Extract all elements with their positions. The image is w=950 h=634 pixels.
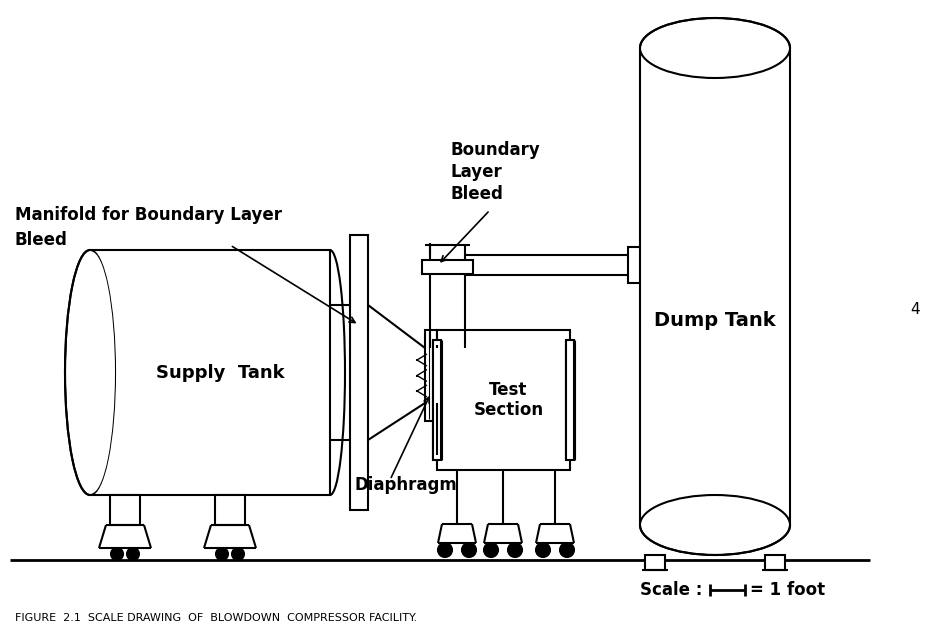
Text: Bleed: Bleed: [15, 231, 67, 249]
Ellipse shape: [640, 18, 790, 78]
Ellipse shape: [641, 20, 788, 75]
Bar: [215, 495, 245, 525]
Text: Scale :: Scale :: [640, 581, 702, 599]
Bar: [645, 555, 665, 570]
Text: Test
Section: Test Section: [473, 380, 543, 420]
Circle shape: [111, 548, 123, 560]
Bar: [425, 330, 437, 421]
Circle shape: [438, 543, 452, 557]
Bar: [765, 555, 785, 570]
Text: Manifold for Boundary Layer: Manifold for Boundary Layer: [15, 206, 282, 224]
Ellipse shape: [641, 498, 788, 552]
Ellipse shape: [640, 495, 790, 555]
Text: Dump Tank: Dump Tank: [655, 311, 776, 330]
Bar: [640, 48, 790, 525]
Bar: [110, 495, 140, 525]
Bar: [433, 340, 441, 460]
Text: 4: 4: [910, 302, 920, 318]
Bar: [350, 235, 368, 510]
Bar: [628, 247, 642, 283]
Text: Bleed: Bleed: [450, 185, 503, 203]
Circle shape: [484, 543, 498, 557]
Circle shape: [127, 548, 139, 560]
Text: Diaphragm: Diaphragm: [355, 476, 458, 494]
Bar: [90, 250, 330, 495]
Bar: [566, 340, 574, 460]
Bar: [437, 330, 570, 470]
Circle shape: [536, 543, 550, 557]
Text: = 1 foot: = 1 foot: [750, 581, 826, 599]
Text: FIGURE  2.1  SCALE DRAWING  OF  BLOWDOWN  COMPRESSOR FACILITY.: FIGURE 2.1 SCALE DRAWING OF BLOWDOWN COM…: [15, 613, 417, 623]
Ellipse shape: [65, 250, 115, 495]
Ellipse shape: [67, 252, 115, 493]
Circle shape: [216, 548, 228, 560]
Circle shape: [232, 548, 244, 560]
Circle shape: [508, 543, 522, 557]
Text: Boundary: Boundary: [450, 141, 540, 159]
Circle shape: [462, 543, 476, 557]
Text: Layer: Layer: [450, 163, 502, 181]
Bar: [422, 260, 473, 274]
Circle shape: [560, 543, 574, 557]
Text: Supply  Tank: Supply Tank: [156, 363, 284, 382]
